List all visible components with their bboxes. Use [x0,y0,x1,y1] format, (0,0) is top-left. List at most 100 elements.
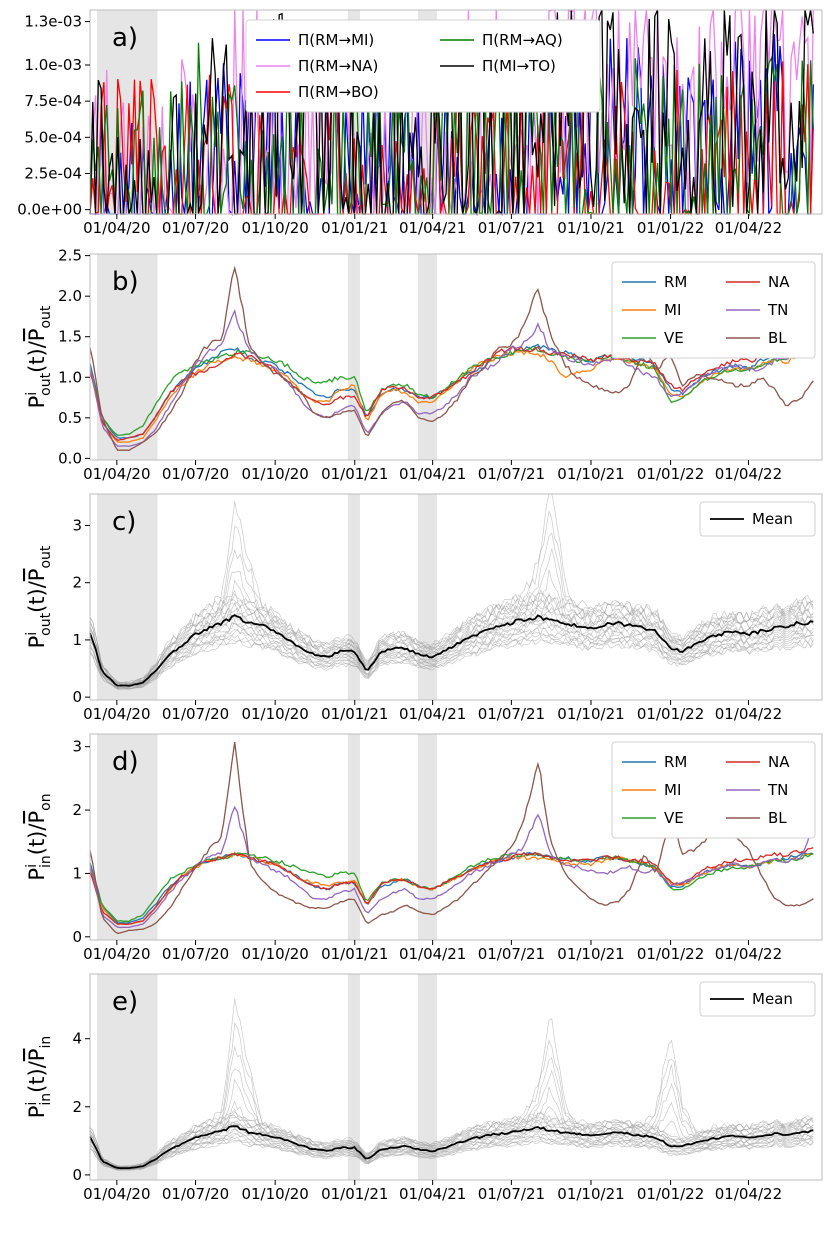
x-tick-label: 01/07/21 [478,705,545,723]
x-tick-label: 01/01/21 [321,1185,388,1203]
panel-label: b) [112,267,139,297]
plot-frame [89,253,823,461]
y-tick-label: 3 [72,738,82,756]
plot-frame [89,733,823,941]
legend-label: BL [768,809,787,827]
panel-label: c) [112,507,136,537]
province-series-line [89,626,814,689]
lockdown-shade [96,974,158,1180]
x-tick-label: 01/01/22 [637,219,704,237]
x-tick-label: 01/10/20 [241,1185,308,1203]
legend-box [699,501,816,537]
panel-label: d) [112,747,139,777]
province-series-line [89,1133,814,1170]
x-tick-label: 01/01/22 [637,705,704,723]
lockdown-shade [417,734,437,940]
province-series-line [89,1022,814,1168]
province-series-line [89,1119,814,1168]
y-tick-label: 3 [72,516,82,534]
province-series-line [89,1129,814,1170]
panel-a: 0.0e+00 2.5e-04 5.0e-04 7.5e-04 1.0e-03 1.3e-… [17,8,823,237]
legend-label: MI [664,781,681,799]
x-tick-label: 01/04/20 [83,705,150,723]
plot-frame [89,493,823,701]
x-tick-label: 01/04/21 [399,219,466,237]
legend-label: BL [768,329,787,347]
province-series-line [89,1140,814,1171]
panel-label: e) [112,987,138,1017]
series-line-na [89,343,814,442]
legend-label: Mean [752,990,793,1008]
province-series-line [89,1114,814,1168]
panel-e: 0 2 4 01/04/20 01/07/20 01/10/20 01/01/21 01/04… [24,973,823,1203]
legend-label: RM [664,753,687,771]
y-tick-label: 0 [72,928,82,946]
y-tick-label: 2 [72,574,82,592]
legend-box [245,19,601,113]
y-tick-label: 5.0e-04 [24,128,82,146]
x-tick-label: 01/10/21 [557,219,624,237]
x-tick-label: 01/01/21 [321,219,388,237]
legend-label: TN [767,781,788,799]
x-tick-label: 01/07/20 [162,945,229,963]
province-series-line [89,1100,814,1170]
series-line-ve [89,346,814,436]
y-axis-label: Piout(t)/Pout [24,305,54,408]
x-tick-label: 01/07/20 [162,465,229,483]
province-series-line [89,627,814,689]
x-tick-label: 01/10/20 [241,465,308,483]
panel-d: 0 1 2 3 01/04/20 01/07/20 01/10/20 01/01/21 01/0… [24,733,823,963]
legend-label: VE [664,329,684,347]
province-series-line [89,998,814,1167]
legend-box [611,741,816,839]
lockdown-shade [96,254,158,460]
x-tick-label: 01/04/22 [715,219,782,237]
y-tick-label: 1 [72,631,82,649]
lockdown-shade [417,254,437,460]
legend-label: Mean [752,510,793,528]
panel-c: 0 1 2 3 01/04/20 01/07/20 01/10/20 01/01/21 01/0… [24,493,823,723]
province-series-line [89,569,814,688]
x-tick-label: 01/01/22 [637,465,704,483]
y-tick-label: 2.0 [58,287,82,305]
x-tick-label: 01/10/20 [241,705,308,723]
lockdown-shade [96,494,158,700]
legend-label: NA [768,273,790,291]
y-tick-label: 1 [72,864,82,882]
x-tick-label: 01/07/21 [478,465,545,483]
y-tick-label: 0.0 [58,449,82,467]
x-tick-label: 01/04/20 [83,219,150,237]
lockdown-shade [347,254,360,460]
province-series-line [89,592,814,684]
legend-label: Π(RM→AQ) [482,31,563,49]
x-tick-label: 01/04/20 [83,1185,150,1203]
province-series-line [89,532,814,686]
province-series-line [89,510,814,685]
x-tick-label: 01/10/21 [557,1185,624,1203]
x-tick-label: 01/04/20 [83,465,150,483]
province-series-line [89,1110,814,1167]
legend-label: TN [767,301,788,319]
legend-label: NA [768,753,790,771]
series-line-bl [89,265,814,452]
series-line-mean [89,1125,814,1170]
y-tick-label: 1.0 [58,368,82,386]
y-tick-label: 4 [72,1030,82,1048]
lockdown-shade [347,494,360,700]
y-tick-label: 7.5e-04 [24,92,82,110]
y-tick-label: 1.0e-03 [24,56,82,74]
x-tick-label: 01/01/21 [321,705,388,723]
y-tick-label: 0 [72,1166,82,1184]
x-tick-label: 01/01/21 [321,465,388,483]
x-tick-label: 01/04/22 [715,1185,782,1203]
legend-label: Π(MI→TO) [482,57,556,75]
x-tick-label: 01/10/20 [241,219,308,237]
x-tick-label: 01/01/22 [637,945,704,963]
y-tick-label: 2.5 [58,247,82,265]
plot-frame [89,973,823,1181]
province-series-line [89,594,814,689]
panel-b: 0.0 0.5 1.0 1.5 2.0 2.5 01/04/20 01/07/20 01/10/… [24,247,823,483]
y-tick-label: 1.3e-03 [24,13,82,31]
x-tick-label: 01/10/20 [241,945,308,963]
x-tick-label: 01/07/20 [162,705,229,723]
